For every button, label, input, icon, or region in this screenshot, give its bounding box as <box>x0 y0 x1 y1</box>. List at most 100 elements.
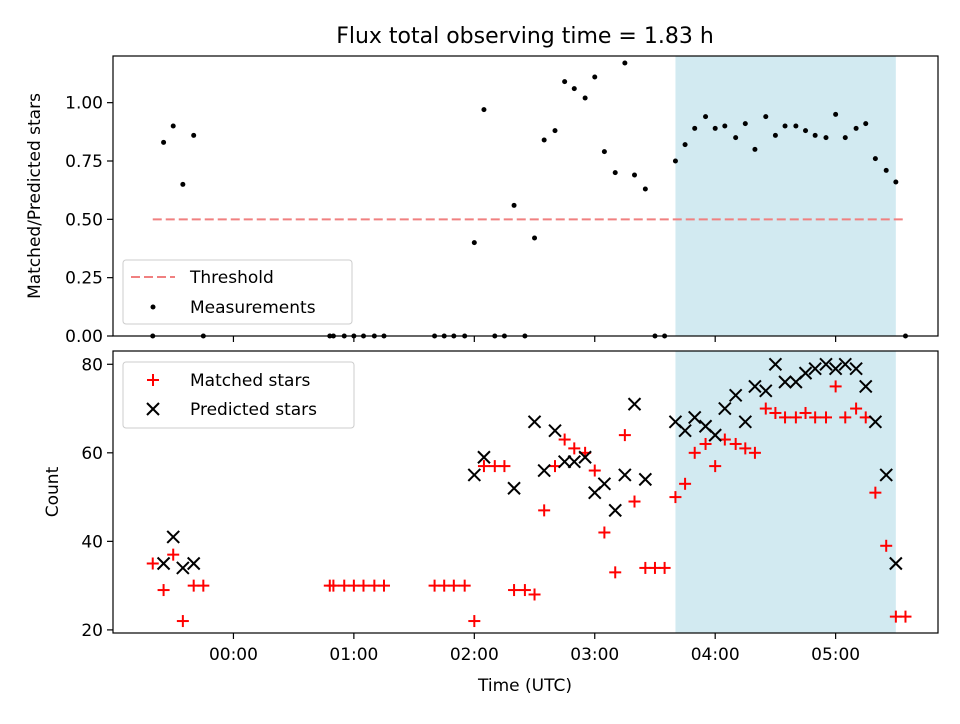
matched-star-point <box>447 579 460 592</box>
bottom-x-ticks: 00:00 01:00 02:00 03:00 04:00 05:00 <box>209 633 860 665</box>
matched-star-point <box>669 491 682 504</box>
measurement-point <box>571 86 577 92</box>
predicted-star-point <box>156 556 171 571</box>
predicted-star-point <box>828 362 843 376</box>
measurement-point <box>642 186 648 192</box>
matched-star-point <box>779 411 792 424</box>
matched-star-point <box>688 446 701 459</box>
matched-star-point <box>498 460 511 473</box>
matched-star-point <box>769 406 782 419</box>
predicted-star-point <box>738 415 753 429</box>
measurement-point <box>812 132 818 138</box>
measurement-point <box>532 235 538 241</box>
matched-star-point <box>588 464 601 477</box>
observing-span-rect <box>675 56 896 336</box>
matched-star-point <box>538 504 551 517</box>
measurement-point <box>481 107 487 113</box>
matched-star-point <box>799 406 812 419</box>
predicted-star-point <box>578 450 592 464</box>
bottom-legend: Matched stars Predicted stars <box>122 361 355 429</box>
observing-span-rect <box>675 351 896 633</box>
measurement-point <box>582 95 588 101</box>
y-tick-label: 80 <box>81 355 103 375</box>
matched-star-point <box>377 579 390 592</box>
x-tick-label: 05:00 <box>811 645 860 665</box>
y-tick-label: 0.75 <box>65 152 103 172</box>
y-tick-label: 0.00 <box>65 327 103 347</box>
predicted-star-point <box>627 397 642 411</box>
matched-stars-points <box>146 380 912 628</box>
predicted-star-point <box>678 423 692 438</box>
predicted-star-point <box>638 472 653 487</box>
predicted-star-point <box>859 379 873 394</box>
matched-star-point <box>558 433 571 446</box>
predicted-star-point <box>879 468 893 482</box>
x-axis-label: Time (UTC) <box>477 676 572 696</box>
matched-star-point <box>759 402 772 415</box>
matched-star-point <box>477 460 490 473</box>
predicted-star-point <box>798 366 813 380</box>
top-legend-box <box>122 259 353 325</box>
matched-star-point <box>598 526 611 539</box>
predicted-star-point <box>176 561 190 575</box>
legend-predicted-label: Predicted stars <box>190 400 317 420</box>
y-tick-label: 60 <box>81 444 103 464</box>
x-tick-label: 03:00 <box>570 645 619 665</box>
measurement-point <box>161 139 167 145</box>
matched-star-point <box>618 429 631 442</box>
measurement-point <box>601 149 607 155</box>
bottom-y-axis-label: Count <box>43 466 63 517</box>
predicted-star-point <box>728 388 743 402</box>
measurement-point <box>631 172 637 178</box>
matched-star-point <box>850 402 863 415</box>
top-x-ticks <box>232 336 837 342</box>
legend-threshold-label: Threshold <box>189 268 274 288</box>
matched-star-point <box>839 411 852 424</box>
y-tick-label: 0.25 <box>65 269 103 289</box>
measurement-point <box>552 128 558 134</box>
measurement-point <box>733 135 739 141</box>
predicted-star-point <box>688 410 702 425</box>
predicted-star-point <box>166 530 180 544</box>
predicted-star-point <box>557 454 572 469</box>
legend-matched-label: Matched stars <box>190 371 310 391</box>
measurement-point <box>712 125 718 131</box>
matched-star-point <box>899 610 912 623</box>
y-tick-label: 1.00 <box>65 94 103 114</box>
x-tick-label: 04:00 <box>691 645 740 665</box>
matched-star-point <box>458 579 471 592</box>
measurement-point <box>752 146 758 152</box>
measurement-point <box>692 125 698 131</box>
measurement-point <box>772 132 778 138</box>
measurement-point <box>853 125 859 131</box>
matched-star-point <box>679 477 692 490</box>
measurement-point <box>782 123 788 129</box>
measurement-point <box>742 121 748 127</box>
measurement-point <box>541 137 547 143</box>
predicted-star-point <box>567 454 581 469</box>
y-tick-label: 0.50 <box>65 210 103 230</box>
bottom-legend-box <box>122 361 355 429</box>
y-tick-label: 20 <box>81 621 103 641</box>
matched-star-point <box>157 584 170 597</box>
predicted-star-point <box>527 415 542 429</box>
matched-star-point <box>508 584 521 597</box>
measurement-point <box>592 74 598 80</box>
predicted-star-point <box>507 481 521 495</box>
predicted-star-point <box>838 357 852 371</box>
measurement-point <box>562 79 568 85</box>
matched-star-point <box>327 579 340 592</box>
predicted-star-point <box>718 401 732 416</box>
predicted-star-point <box>597 477 612 491</box>
top-highlight-span <box>675 56 896 336</box>
matched-star-point <box>658 561 671 574</box>
predicted-star-point <box>819 357 833 371</box>
matched-star-point <box>809 411 822 424</box>
matched-star-point <box>739 442 752 455</box>
matched-star-point <box>829 380 842 393</box>
bottom-highlight-span <box>675 351 896 633</box>
matched-star-point <box>819 411 832 424</box>
predicted-star-point <box>537 463 551 478</box>
